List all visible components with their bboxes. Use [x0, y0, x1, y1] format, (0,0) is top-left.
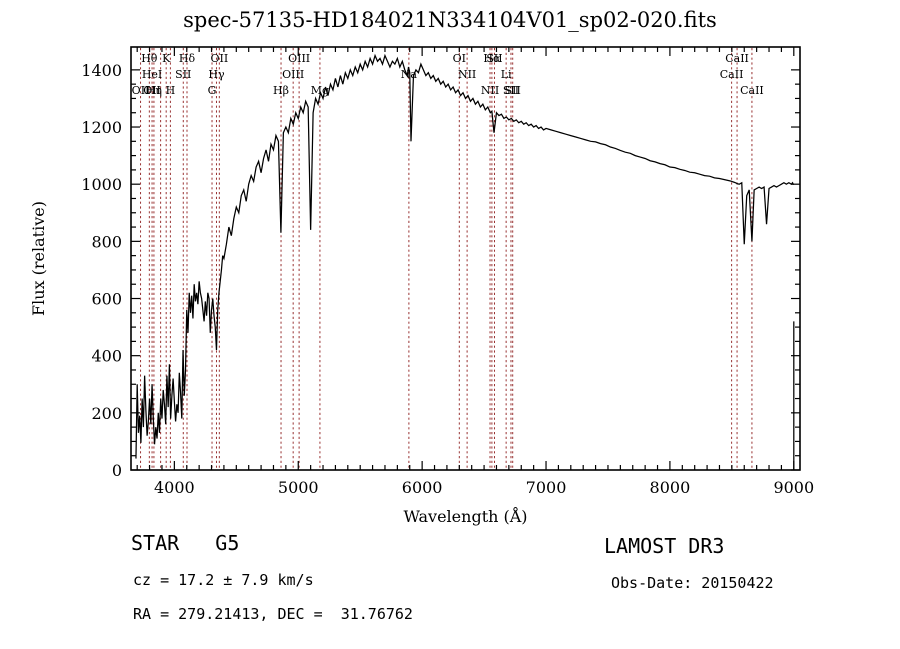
- spectral-line-label: G: [208, 84, 217, 97]
- y-tick-label: 1400: [81, 61, 122, 80]
- plot-frame: [130, 46, 801, 471]
- y-tick-label: 600: [91, 290, 122, 309]
- spectral-line-label: CaII: [720, 68, 744, 81]
- y-tick-label: 200: [91, 404, 122, 423]
- x-tick-label: 5000: [278, 478, 319, 497]
- y-tick-label: 400: [91, 347, 122, 366]
- spectral-line-label: SII: [175, 68, 191, 81]
- spectral-line-label: OII: [143, 84, 161, 97]
- spectral-line-label: SII: [505, 84, 521, 97]
- spectral-line-label: K: [162, 52, 171, 65]
- y-axis-label: Flux (relative): [29, 201, 48, 316]
- spectral-line-label: Hβ: [273, 84, 289, 97]
- y-axis-ticks: [131, 69, 800, 471]
- x-axis-ticks: [136, 47, 795, 470]
- spectral-line-label: Hγ: [208, 68, 225, 81]
- x-tick-label: 7000: [526, 478, 567, 497]
- spectral-line-label: HeI: [142, 68, 162, 81]
- page-title: spec-57135-HD184021N334104V01_sp02-020.f…: [183, 8, 717, 32]
- y-tick-label: 0: [112, 461, 122, 480]
- spectral-line-label: NII: [458, 68, 476, 81]
- spectral-line-label: H: [166, 84, 176, 97]
- x-tick-label: 8000: [650, 478, 691, 497]
- x-axis-label: Wavelength (Å): [403, 506, 527, 526]
- x-tick-label: 6000: [402, 478, 443, 497]
- spectral-line-label: OI: [453, 52, 466, 65]
- spectral-line-label: SII: [503, 84, 519, 97]
- spectral-line-label: OIII: [282, 68, 304, 81]
- spectral-line-label: SII: [486, 52, 502, 65]
- spectral-line-labels: OII Hθ OII HeI Hη K H Hδ SII Hγ G OII Hβ OIII OIII Mg Na…: [132, 52, 764, 97]
- spectrum-trace: [135, 53, 795, 470]
- spectral-line-label: Li: [501, 68, 512, 81]
- x-tick-label: 9000: [773, 478, 814, 497]
- spectral-line-label: Mg: [311, 84, 329, 97]
- y-tick-label: 800: [91, 232, 122, 251]
- cz-value: cz = 17.2 ± 7.9 km/s: [133, 571, 314, 589]
- y-tick-label: 1200: [81, 118, 122, 137]
- spectral-line-label: Hθ: [141, 52, 158, 65]
- spectral-line-label: OIII: [288, 52, 310, 65]
- spectral-line-label: Hη: [146, 84, 162, 97]
- coordinates-value: RA = 279.21413, DEC = 31.76762: [133, 605, 413, 623]
- spectral-line-label: Hδ: [179, 52, 196, 65]
- x-tick-label: 4000: [154, 478, 195, 497]
- spectral-line-label: Hα: [483, 52, 501, 65]
- spectral-line-markers: [140, 48, 753, 469]
- spectral-line-label: Na: [401, 68, 418, 81]
- object-class-label: STAR G5: [131, 531, 240, 555]
- spectral-line-label: OII: [210, 52, 228, 65]
- spectral-line-label: NII: [481, 84, 499, 97]
- obs-date-value: Obs-Date: 20150422: [611, 574, 774, 592]
- y-tick-label: 1000: [81, 175, 122, 194]
- x-axis-tick-labels: 4000 5000 6000 7000 8000 9000: [154, 478, 814, 497]
- spectral-line-label: OII: [132, 84, 150, 97]
- survey-label: LAMOST DR3: [604, 534, 725, 558]
- spectral-line-label: CaII: [740, 84, 764, 97]
- spectral-line-label: CaII: [725, 52, 749, 65]
- y-axis-tick-labels: 0 200 400 600 800 1000 1200 1400: [81, 61, 122, 480]
